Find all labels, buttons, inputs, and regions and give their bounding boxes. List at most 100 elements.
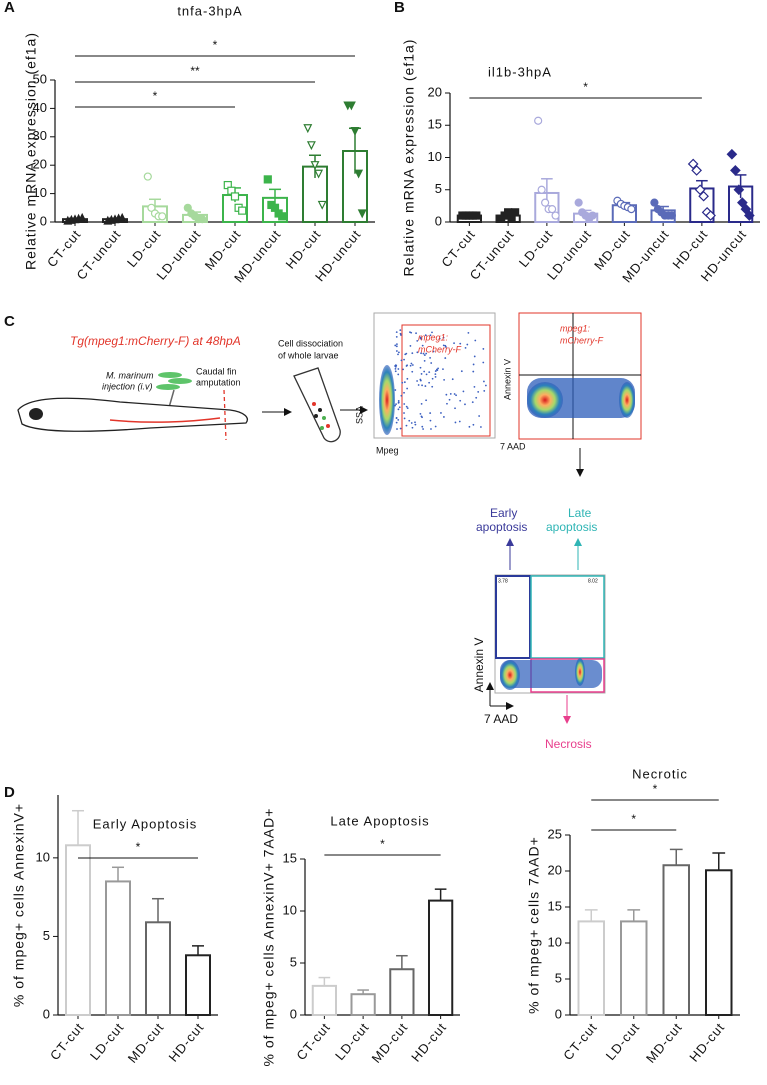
bar — [389, 968, 415, 1016]
flow-dot — [397, 373, 400, 376]
x-tick-label: HD-cut — [408, 1019, 449, 1064]
flow-dots — [394, 329, 487, 430]
significance-label: * — [213, 38, 218, 52]
flow-dot — [403, 391, 405, 394]
flow-dot — [434, 425, 437, 428]
flow-dot — [406, 387, 409, 390]
flow-dot — [442, 368, 444, 371]
data-point — [698, 190, 709, 202]
bar — [145, 921, 171, 1016]
flow-dot — [484, 384, 487, 387]
flow-dot — [397, 399, 400, 402]
flow-dot — [451, 378, 454, 381]
amputation-label: Caudal fin — [196, 366, 237, 376]
data-point — [77, 212, 87, 222]
data-point — [551, 211, 560, 220]
y-tick-label: 5 — [555, 970, 562, 985]
axis-label: Annexin V — [472, 638, 486, 693]
flow-dot — [410, 422, 413, 424]
flow-dot — [431, 377, 434, 380]
chart-title: Early Apoptosis — [93, 816, 198, 831]
injection-label: injection (i.v) — [102, 381, 153, 391]
gate-label: mCherry-F — [418, 344, 461, 354]
flow-plot — [373, 312, 496, 439]
gate-label: mCherry-F — [560, 335, 603, 345]
late-label: Late — [568, 506, 592, 520]
flow-dot — [419, 378, 422, 381]
density — [527, 382, 563, 418]
flow-dot — [416, 351, 419, 354]
flow-dot — [398, 351, 400, 354]
significance-label: * — [631, 812, 636, 826]
data-point — [691, 165, 702, 176]
flow-dot — [403, 412, 405, 414]
gate-label: mpeg1: — [560, 323, 591, 333]
data-point — [303, 124, 313, 134]
data-point — [230, 192, 240, 201]
data-point — [346, 101, 356, 111]
flow-dot — [394, 389, 397, 391]
y-tick-label: 10 — [548, 934, 562, 949]
data-point — [158, 212, 167, 221]
flow-dot — [437, 367, 439, 370]
bar — [105, 880, 131, 1017]
significance-label: ** — [190, 64, 200, 78]
flow-dot — [398, 406, 401, 409]
flow-dot — [416, 340, 419, 342]
data-point — [627, 205, 636, 214]
flow-dot — [409, 345, 412, 347]
flow-dot — [473, 355, 476, 358]
flow-dot — [440, 412, 442, 414]
data-point — [705, 210, 716, 221]
flow-dot — [453, 342, 455, 345]
flow-dot — [483, 380, 485, 383]
flow-dot — [443, 378, 446, 381]
data-point — [733, 184, 745, 196]
flow-dot — [454, 421, 457, 424]
y-tick-label: 0 — [435, 213, 442, 228]
flow-dot — [411, 370, 414, 373]
data-point — [537, 185, 546, 194]
flow-dot — [421, 425, 424, 428]
axis-label: 7 AAD — [500, 441, 526, 451]
y-tick-label: 20 — [548, 862, 562, 877]
data-point — [263, 175, 272, 184]
data-point — [314, 169, 324, 179]
flow-dot — [408, 419, 411, 422]
x-tick-label: LD-cut — [332, 1019, 372, 1063]
x-tick-label: CT-cut — [47, 1019, 87, 1063]
flow-dot — [395, 345, 398, 348]
x-tick-label: HD-cut — [166, 1019, 207, 1064]
y-axis-label: Relative mRNA expression (ef1a) — [23, 32, 39, 270]
flow-dot — [444, 357, 447, 359]
y-tick-label: 10 — [428, 149, 442, 164]
data-point — [317, 200, 327, 210]
x-tick-label: CT-cut — [44, 226, 84, 270]
y-tick-label: 0 — [290, 1006, 297, 1021]
data-point — [667, 211, 676, 220]
flow-dot — [403, 403, 406, 405]
x-tick-label: HD-cut — [283, 226, 324, 271]
flow-dot — [395, 417, 398, 420]
flow-dot — [434, 376, 437, 378]
axis-label: Mpeg — [376, 445, 399, 455]
bar — [65, 844, 91, 1016]
y-axis-label: % of mpeg+ cells AnnexinV+ — [11, 803, 27, 1007]
bar — [705, 869, 733, 1017]
flow-dot — [432, 350, 435, 353]
flow-dot — [449, 393, 452, 395]
flow-dot — [401, 381, 404, 384]
flow-dot — [420, 415, 423, 418]
data-point — [143, 172, 152, 181]
flow-dot — [395, 421, 398, 424]
bar — [428, 899, 454, 1016]
flow-dot — [422, 428, 424, 430]
diagram: Tg(mpeg1:mCherry-F) at 48hpA M. marinum … — [17, 312, 642, 751]
early-label: Early — [490, 506, 517, 520]
flow-dot — [460, 370, 463, 373]
flow-dot — [483, 390, 486, 392]
flow-dot — [472, 423, 475, 426]
flow-dot — [396, 343, 398, 346]
flow-dot — [400, 359, 403, 362]
